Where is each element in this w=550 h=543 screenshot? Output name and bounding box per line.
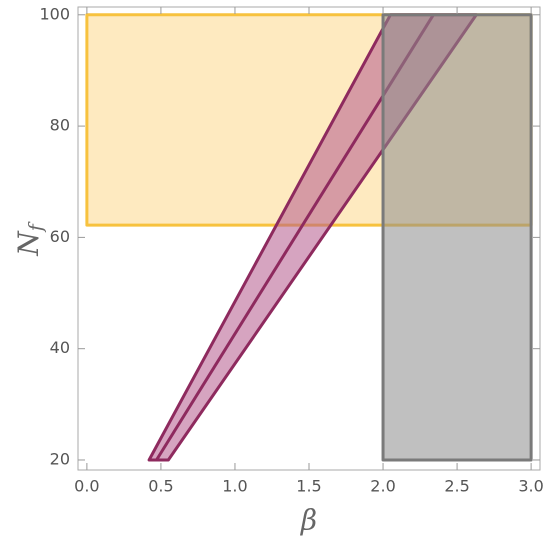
- x-tick-label: 2.5: [444, 477, 469, 496]
- y-tick-label: 80: [50, 116, 70, 135]
- y-tick-label: 40: [50, 338, 70, 357]
- y-tick-label: 60: [50, 227, 70, 246]
- region: [381, 13, 533, 462]
- x-tick-label: 1.5: [296, 477, 321, 496]
- y-tick-label: 20: [50, 449, 70, 468]
- x-tick-label: 0.5: [148, 477, 173, 496]
- y-label-main: N: [12, 230, 45, 257]
- plot-area: [85, 13, 533, 462]
- x-axis-label: β: [300, 504, 317, 537]
- x-tick-label: 1.0: [222, 477, 247, 496]
- y-tick-label: 100: [39, 4, 70, 23]
- y-axis-label: Nf: [12, 221, 48, 257]
- x-tick-label: 2.0: [370, 477, 395, 496]
- x-tick-label: 0.0: [74, 477, 99, 496]
- x-tick-label: 3.0: [518, 477, 543, 496]
- y-label-subscript: f: [25, 221, 47, 233]
